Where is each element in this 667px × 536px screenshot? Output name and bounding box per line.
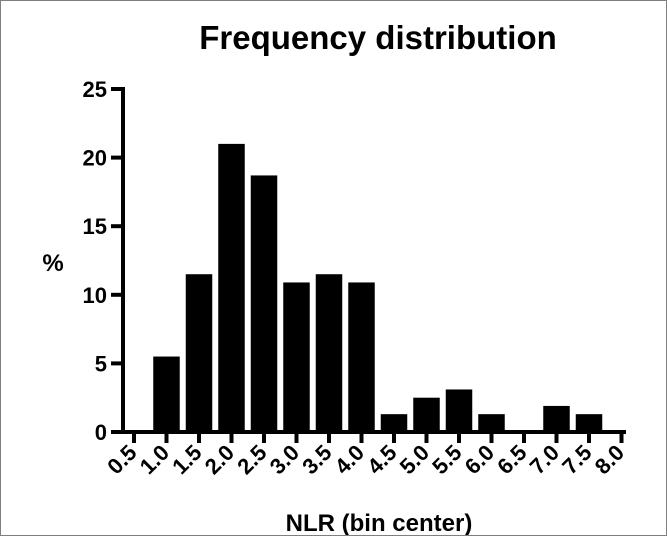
y-axis: 0 5 10 15 20 25: [83, 77, 125, 445]
y-axis-title: %: [42, 250, 63, 277]
bar: [445, 389, 473, 432]
x-axis-title: NLR (bin center): [286, 510, 473, 535]
y-tick-label: 25: [83, 77, 107, 102]
bar: [315, 274, 343, 432]
y-tick-label: 0: [95, 420, 107, 445]
y-tick-label: 5: [95, 351, 107, 376]
chart-title: Frequency distribution: [199, 19, 557, 56]
bar: [413, 397, 440, 432]
bar: [543, 405, 570, 432]
bars: [153, 143, 603, 432]
bar: [218, 143, 245, 432]
y-tick-label: 20: [83, 146, 107, 171]
bar: [153, 356, 180, 432]
bar: [185, 274, 213, 432]
x-tick-label: 8.0: [590, 440, 629, 479]
bar: [348, 282, 375, 432]
bar: [283, 282, 310, 432]
bar: [250, 175, 278, 432]
bar: [478, 414, 505, 432]
bar: [380, 414, 408, 432]
y-tick-label: 10: [83, 283, 107, 308]
x-axis: 0.51.01.52.02.53.03.54.04.55.05.56.06.57…: [102, 430, 629, 479]
y-tick-label: 15: [83, 214, 107, 239]
bar: [575, 414, 603, 432]
